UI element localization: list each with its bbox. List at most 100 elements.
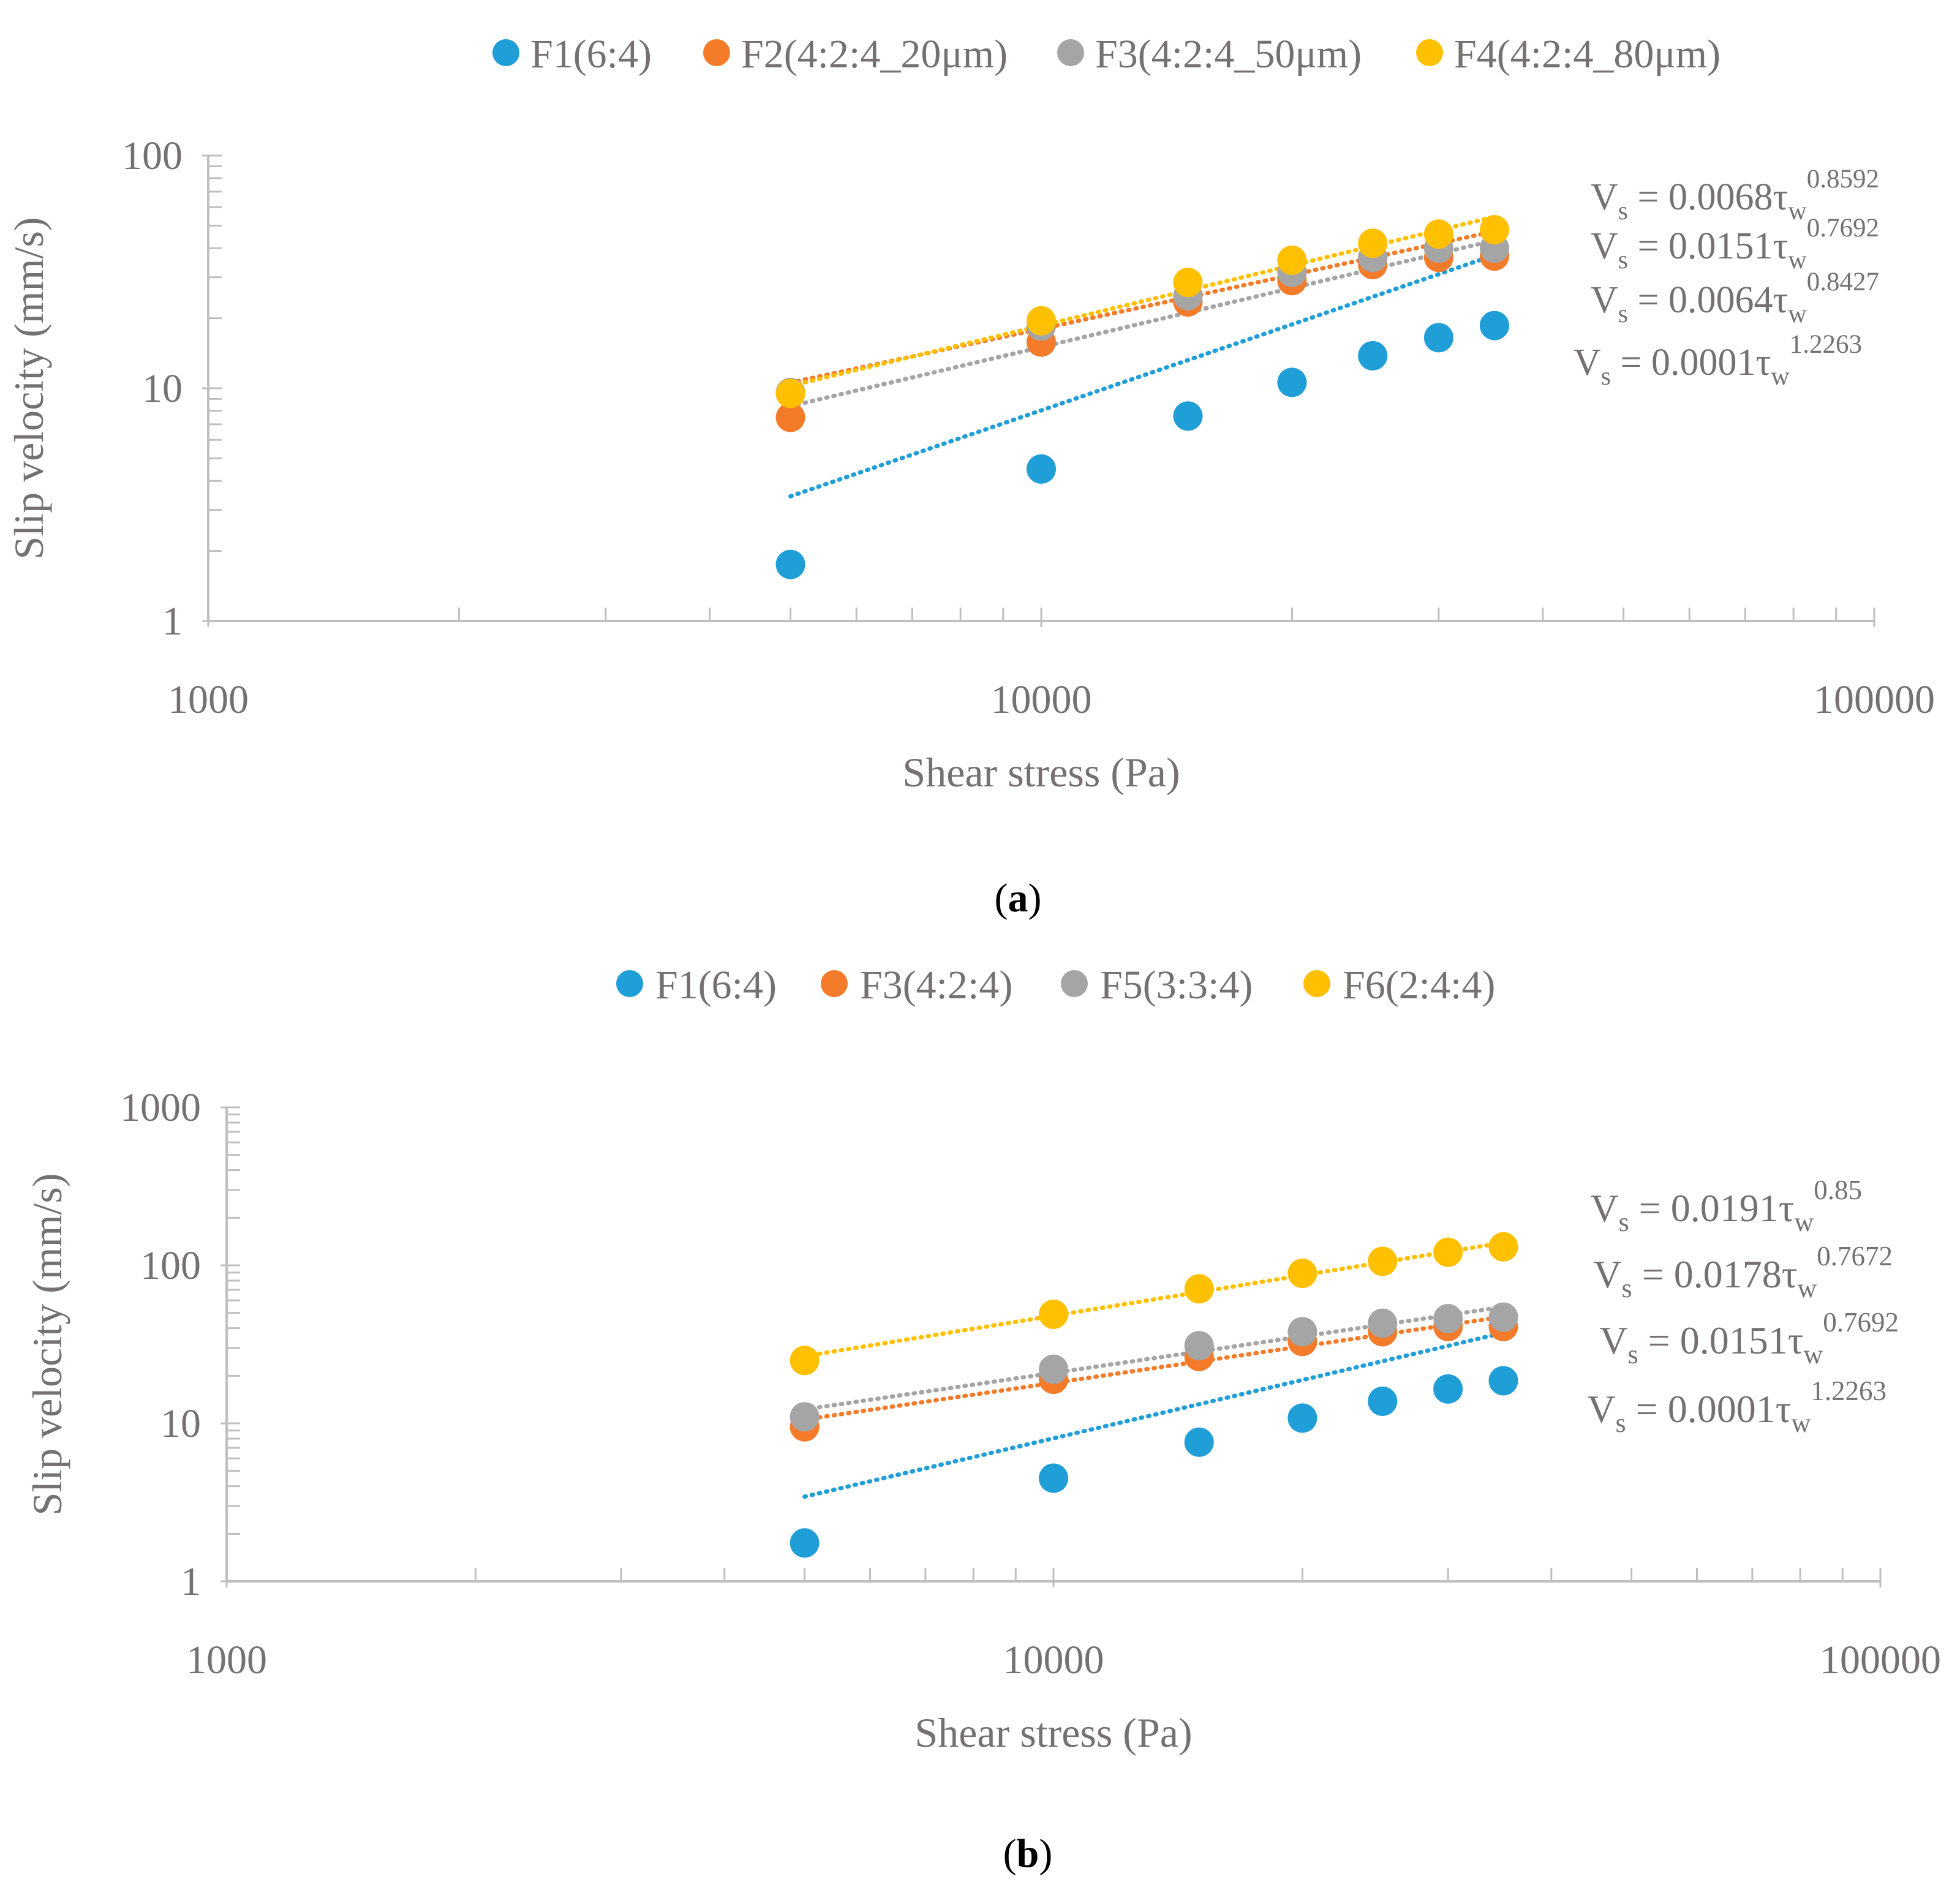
legend-label: F2(4:2:4_20μm) xyxy=(741,32,1008,77)
equation-variable: V xyxy=(1599,1319,1627,1362)
data-point xyxy=(1368,1308,1398,1338)
equation-exponent: 0.8592 xyxy=(1807,165,1879,194)
panel-caption-open: ( xyxy=(1003,1831,1017,1876)
x-axis-title: Shear stress (Pa) xyxy=(914,1709,1192,1756)
data-point xyxy=(790,1346,820,1376)
data-point xyxy=(775,378,805,409)
data-point xyxy=(1423,219,1453,249)
data-point xyxy=(1488,1302,1518,1332)
data-point xyxy=(1184,1427,1214,1457)
panel-caption: (b) xyxy=(1003,1831,1053,1876)
x-tick-label: 10000 xyxy=(991,677,1092,722)
data-point xyxy=(1433,1374,1463,1404)
x-tick-label: 1000 xyxy=(168,677,249,722)
trendline-F1(6:4) xyxy=(788,253,1497,499)
data-point xyxy=(1433,1304,1463,1334)
equation-exponent: 0.7672 xyxy=(1817,1241,1893,1271)
equation-variable: V xyxy=(1591,225,1618,267)
legend-marker xyxy=(492,39,519,66)
panel-caption-close: ) xyxy=(1039,1831,1052,1876)
data-point xyxy=(1287,1403,1317,1433)
panel-caption-open: ( xyxy=(995,876,1008,921)
equation-subscript: s xyxy=(1622,1273,1632,1303)
y-tick-label: 1 xyxy=(162,599,183,644)
data-point xyxy=(1039,1354,1068,1384)
equation-variable: V xyxy=(1593,1252,1621,1296)
data-point xyxy=(1039,1463,1068,1493)
x-tick-label: 10000 xyxy=(1003,1638,1104,1682)
equation-exponent: 1.2263 xyxy=(1790,330,1862,359)
equation-coefficient: = 0.0068τ xyxy=(1628,176,1788,218)
data-point xyxy=(1173,401,1203,431)
equation-subscript: w xyxy=(1788,246,1807,274)
trendline-F4(4:2:4_80μm) xyxy=(788,214,1497,388)
y-tick-label: 10 xyxy=(160,1401,201,1446)
x-tick-label: 100000 xyxy=(1814,677,1935,722)
y-tick-label: 1 xyxy=(181,1559,201,1604)
equation-subscript: w xyxy=(1788,197,1807,225)
equation-coefficient: = 0.0064τ xyxy=(1628,279,1788,321)
equation-variable: V xyxy=(1587,1387,1615,1431)
trendline-F3(4:2:4_50μm) xyxy=(788,238,1497,409)
y-tick-label: 100 xyxy=(122,134,183,178)
panel-caption-letter: b xyxy=(1017,1831,1039,1876)
legend-marker xyxy=(1303,970,1330,997)
equation-variable: V xyxy=(1591,176,1618,218)
y-axis-title: Slip velocity (mm/s) xyxy=(6,217,52,559)
data-point xyxy=(1039,1299,1068,1329)
panel-caption: (a) xyxy=(995,876,1042,921)
trendline-equation: Vs = 0.0064τw0.8427 xyxy=(1591,268,1879,328)
data-point xyxy=(1287,1317,1317,1347)
equation-coefficient: = 0.0178τ xyxy=(1632,1252,1798,1296)
x-tick-label: 1000 xyxy=(186,1638,267,1682)
equation-subscript: w xyxy=(1803,1339,1823,1369)
legend-marker xyxy=(1057,39,1084,66)
equation-subscript: s xyxy=(1601,363,1611,391)
trendline-F6(2:4:4) xyxy=(802,1240,1506,1358)
equation-coefficient: = 0.0151τ xyxy=(1638,1319,1804,1362)
trendline-equation: Vs = 0.0151τw0.7692 xyxy=(1591,214,1879,274)
data-point xyxy=(1277,367,1307,397)
legend-label: F1(6:4) xyxy=(530,32,652,77)
legend-label: F3(4:2:4) xyxy=(860,963,1012,1007)
equation-variable: V xyxy=(1591,279,1618,321)
equation-subscript: w xyxy=(1791,1408,1811,1438)
panel-caption-letter: a xyxy=(1008,876,1028,921)
chart-panel-b: 1 10 100 1000 1000 10000 100000 Shear stress (P… xyxy=(24,963,1941,1876)
equation-subscript: s xyxy=(1618,197,1628,225)
equation-subscript: s xyxy=(1618,246,1628,274)
equation-subscript: s xyxy=(1616,1408,1626,1438)
legend-label: F4(4:2:4_80μm) xyxy=(1454,32,1721,77)
y-tick-label: 1000 xyxy=(120,1085,201,1130)
trendline-equation: Vs = 0.0151τw0.7692 xyxy=(1599,1307,1899,1369)
y-tick-label: 100 xyxy=(140,1243,201,1288)
equation-subscript: s xyxy=(1619,1207,1629,1237)
legend-label: F1(6:4) xyxy=(655,963,777,1007)
data-point xyxy=(1358,228,1388,258)
equation-exponent: 0.7692 xyxy=(1823,1307,1899,1338)
chart-panel-a: 1 10 100 1000 10000 100000 Shear stress (Pa) Sl… xyxy=(6,32,1935,921)
trendline-equation: Vs = 0.0001τw1.2263 xyxy=(1587,1376,1887,1438)
data-point xyxy=(1173,268,1203,298)
data-point xyxy=(1479,215,1509,245)
equation-subscript: s xyxy=(1628,1339,1638,1369)
data-point xyxy=(1027,454,1056,484)
data-point xyxy=(1184,1274,1214,1304)
panel-caption-close: ) xyxy=(1028,876,1042,921)
x-tick-label: 100000 xyxy=(1820,1638,1941,1682)
data-point xyxy=(1287,1259,1317,1289)
y-axis-title: Slip velocity (mm/s) xyxy=(24,1173,70,1515)
data-point xyxy=(1368,1386,1398,1416)
equation-exponent: 1.2263 xyxy=(1811,1376,1887,1406)
data-point xyxy=(775,402,805,432)
equation-subscript: w xyxy=(1797,1273,1817,1303)
trendline-F3(4:2:4) xyxy=(802,1314,1506,1422)
legend-marker xyxy=(821,970,848,997)
equation-subscript: w xyxy=(1788,300,1807,328)
data-point xyxy=(1433,1237,1463,1267)
legend-label: F6(2:4:4) xyxy=(1343,963,1495,1007)
data-point xyxy=(775,549,805,579)
equation-exponent: 0.85 xyxy=(1814,1175,1862,1205)
equation-variable: V xyxy=(1574,342,1601,383)
